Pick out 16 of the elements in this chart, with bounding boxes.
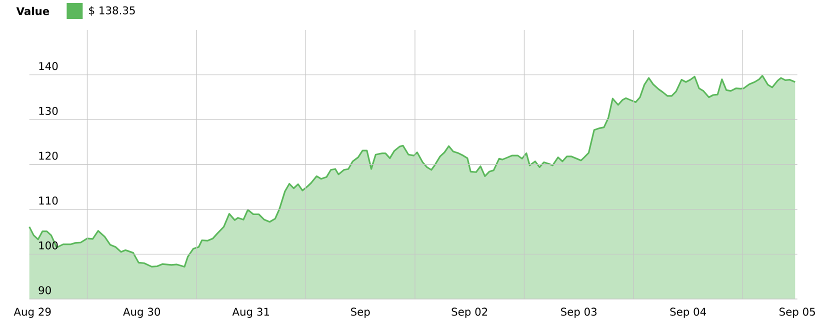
x-tick-label: Sep	[351, 308, 370, 318]
x-tick-label: Sep 05	[780, 308, 815, 318]
y-tick-label: 120	[39, 152, 58, 160]
legend-title: Value	[16, 6, 50, 16]
y-tick-label: 130	[39, 106, 58, 115]
y-tick-label: 100	[39, 241, 58, 250]
x-tick-label: Sep 04	[670, 308, 706, 318]
x-tick-label: Sep 02	[452, 308, 488, 318]
y-tick-label: 140	[39, 62, 58, 70]
y-tick-label: 110	[39, 196, 58, 205]
x-tick-label: Aug 30	[123, 308, 160, 318]
legend-label: $ 138.35	[89, 6, 135, 16]
x-tick-label: Aug 29	[14, 308, 51, 318]
y-tick-label: 90	[38, 286, 51, 294]
x-tick-label: Aug 31	[232, 308, 269, 318]
x-tick-label: Sep 03	[561, 308, 597, 318]
